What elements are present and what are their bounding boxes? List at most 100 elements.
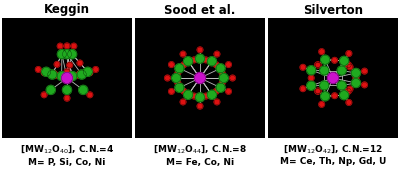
Circle shape	[165, 75, 170, 81]
Circle shape	[71, 43, 77, 49]
Circle shape	[42, 67, 51, 76]
Circle shape	[315, 88, 320, 94]
Bar	[135, 18, 265, 138]
Circle shape	[316, 62, 321, 68]
Circle shape	[321, 55, 330, 64]
Circle shape	[214, 99, 220, 105]
Circle shape	[207, 90, 217, 99]
Circle shape	[64, 69, 70, 75]
Circle shape	[214, 51, 220, 57]
Circle shape	[337, 81, 346, 90]
Circle shape	[181, 88, 186, 94]
Circle shape	[337, 66, 346, 75]
Circle shape	[196, 93, 205, 102]
Circle shape	[184, 57, 192, 66]
Circle shape	[213, 62, 219, 68]
Circle shape	[82, 70, 87, 76]
Circle shape	[77, 60, 83, 66]
Circle shape	[175, 64, 184, 73]
Circle shape	[77, 70, 86, 79]
Circle shape	[57, 43, 63, 49]
Circle shape	[332, 93, 337, 98]
Circle shape	[197, 47, 203, 53]
Circle shape	[347, 86, 353, 92]
Circle shape	[47, 70, 52, 76]
Circle shape	[180, 99, 186, 105]
Circle shape	[319, 102, 324, 107]
Circle shape	[219, 80, 225, 86]
Circle shape	[181, 62, 186, 68]
Circle shape	[347, 64, 353, 70]
Circle shape	[340, 91, 348, 100]
Circle shape	[48, 70, 57, 79]
Circle shape	[175, 83, 184, 92]
Circle shape	[175, 80, 180, 86]
Circle shape	[68, 72, 77, 81]
Circle shape	[41, 70, 47, 75]
Circle shape	[203, 93, 209, 99]
Circle shape	[51, 70, 57, 76]
Circle shape	[194, 73, 205, 83]
Circle shape	[169, 89, 174, 94]
Circle shape	[74, 73, 80, 78]
Circle shape	[68, 50, 77, 59]
Circle shape	[35, 67, 41, 72]
Text: Silverton: Silverton	[303, 4, 363, 16]
Circle shape	[216, 83, 225, 92]
Circle shape	[230, 75, 235, 81]
Text: M= P, Si, Co, Ni: M= P, Si, Co, Ni	[28, 157, 106, 166]
Text: [MW$_{12}$O$_{44}$], C.N.=8: [MW$_{12}$O$_{44}$], C.N.=8	[153, 143, 247, 155]
Circle shape	[300, 86, 306, 92]
Circle shape	[191, 57, 197, 63]
Circle shape	[196, 54, 205, 63]
Circle shape	[63, 50, 71, 59]
Circle shape	[64, 95, 70, 101]
Circle shape	[169, 62, 174, 67]
Circle shape	[300, 65, 306, 70]
Circle shape	[64, 43, 70, 49]
Circle shape	[316, 88, 321, 94]
Circle shape	[226, 62, 231, 67]
Circle shape	[93, 67, 99, 72]
Circle shape	[219, 70, 225, 76]
Circle shape	[180, 51, 186, 57]
Circle shape	[213, 88, 219, 94]
Circle shape	[172, 73, 181, 83]
Circle shape	[54, 62, 60, 67]
Bar	[2, 18, 132, 138]
Circle shape	[77, 70, 83, 76]
Circle shape	[320, 81, 329, 90]
Circle shape	[62, 51, 67, 57]
Circle shape	[319, 49, 324, 54]
Circle shape	[67, 51, 72, 57]
Circle shape	[41, 92, 47, 98]
Circle shape	[197, 103, 203, 109]
Circle shape	[64, 73, 70, 79]
Circle shape	[203, 57, 209, 63]
Text: [MW$_{12}$O$_{40}$], C.N.=4: [MW$_{12}$O$_{40}$], C.N.=4	[20, 143, 114, 155]
Text: Sood et al.: Sood et al.	[164, 4, 236, 16]
Circle shape	[184, 90, 192, 99]
Circle shape	[332, 58, 337, 63]
Circle shape	[79, 85, 88, 94]
Circle shape	[46, 85, 55, 94]
Circle shape	[54, 73, 60, 78]
Circle shape	[83, 67, 92, 76]
Circle shape	[63, 85, 71, 94]
Circle shape	[320, 66, 329, 75]
Circle shape	[67, 62, 73, 68]
Circle shape	[64, 51, 70, 57]
Circle shape	[362, 82, 367, 88]
Circle shape	[219, 73, 228, 83]
Circle shape	[61, 73, 73, 83]
Circle shape	[328, 73, 338, 83]
Circle shape	[308, 75, 314, 81]
Circle shape	[346, 51, 352, 56]
Bar	[268, 18, 398, 138]
Circle shape	[362, 68, 367, 74]
Circle shape	[315, 62, 320, 68]
Circle shape	[57, 72, 66, 81]
Circle shape	[207, 57, 217, 66]
Circle shape	[346, 100, 352, 105]
Circle shape	[87, 92, 93, 98]
